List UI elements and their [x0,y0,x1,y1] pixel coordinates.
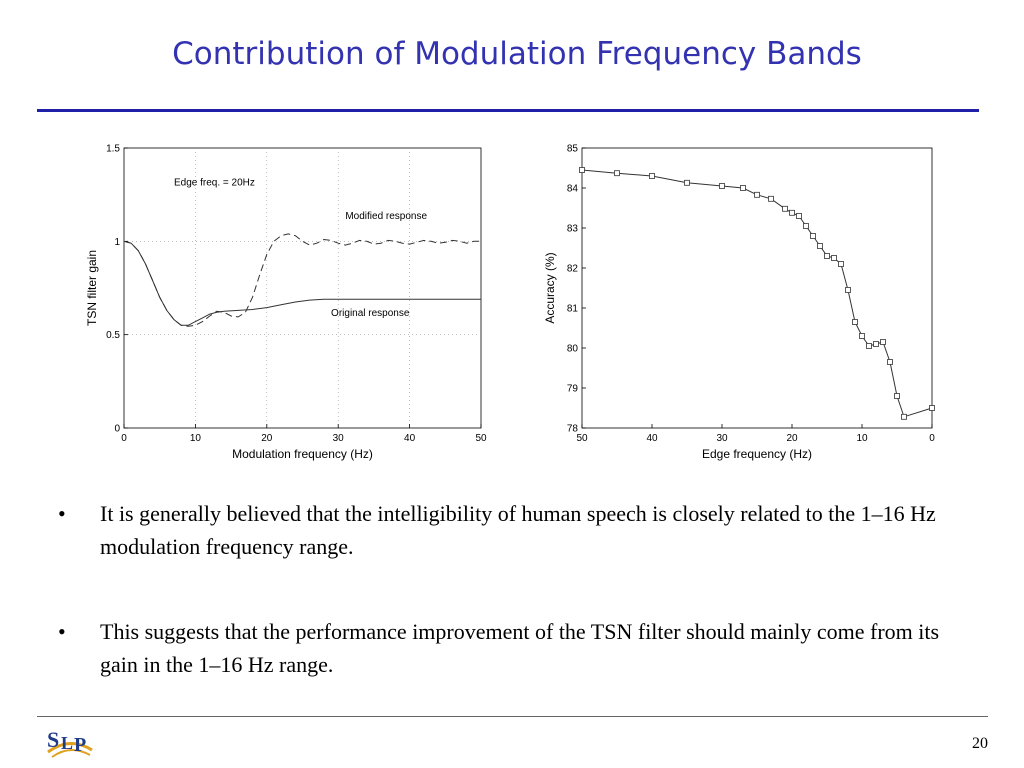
slp-logo: S L P [47,727,93,758]
data-point-marker [929,405,935,411]
x-tick-label: 20 [261,433,273,444]
data-point-marker [824,253,830,259]
y-tick-label: 84 [567,184,579,195]
x-tick-label: 50 [576,433,588,444]
data-point-marker [859,333,865,339]
x-tick-label: 0 [121,433,127,444]
data-point-marker [649,173,655,179]
page-number: 20 [972,735,988,752]
bullet-text: It is generally believed that the intell… [100,501,936,559]
data-point-marker [684,179,690,186]
data-point-marker [831,255,837,261]
original-response-annotation: Original response [331,308,410,319]
x-axis-label: Edge frequency (Hz) [702,447,812,461]
data-point-marker [579,167,585,173]
y-axis-label: TSN filter gain [85,250,99,326]
data-point-marker [880,339,886,345]
y-tick-label: 85 [567,144,579,155]
data-point-marker [614,170,620,177]
data-point-marker [887,359,893,365]
data-point-marker [796,213,802,219]
bullet-item: • It is generally believed that the inte… [56,497,956,563]
data-point-marker [852,319,858,325]
x-tick-label: 20 [786,433,798,444]
modified-response-annotation: Modified response [345,211,427,222]
y-tick-label: 79 [567,384,579,395]
data-point-marker [894,393,900,399]
data-point-marker [789,209,795,216]
bullet-text: This suggests that the performance impro… [100,619,940,677]
y-tick-label: 81 [567,304,579,315]
x-tick-label: 40 [646,433,658,444]
bullet-dot-icon: • [58,501,66,526]
data-point-marker [901,413,907,420]
x-axis-label: Modulation frequency (Hz) [232,447,373,461]
data-point-marker [873,341,879,347]
y-tick-label: 83 [567,224,579,235]
data-point-marker [817,243,823,249]
y-tick-label: 78 [567,424,579,435]
y-tick-label: 82 [567,264,579,275]
y-axis-label: Accuracy (%) [543,252,557,323]
data-point-marker [782,205,788,212]
plot-frame [581,147,933,429]
title-divider [37,109,979,112]
x-tick-label: 10 [190,433,202,444]
data-point-marker [803,223,809,229]
x-tick-label: 30 [333,433,345,444]
tsn-filter-gain-chart: 0 10 20 30 40 50 0 0.5 1 1.5 Modulation frequency … [85,144,487,462]
modified-response-line [123,233,481,327]
svg-text:L: L [61,733,73,753]
y-tick-label: 80 [567,344,579,355]
y-tick-label: 1 [114,237,120,248]
accuracy-vs-edge-frequency-chart: 50 40 30 20 10 0 78 79 80 81 82 83 84 85 Edge frequenc… [543,144,935,462]
data-point-marker [740,185,746,191]
data-point-marker [838,261,844,267]
x-tick-label: 0 [929,433,935,444]
data-point-marker [866,343,872,349]
y-tick-label: 0.5 [106,330,120,341]
x-tick-label: 40 [404,433,416,444]
data-point-marker [719,183,725,189]
data-point-marker [810,233,816,239]
y-tick-label: 0 [114,424,120,435]
y-tick-label: 1.5 [106,144,120,155]
slide-title: Contribution of Modulation Frequency Ban… [172,36,862,72]
bullet-item: • This suggests that the performance imp… [56,615,956,681]
plot-frame [123,147,482,429]
footer-divider [37,716,988,717]
bullet-list: • It is generally believed that the inte… [56,497,956,733]
data-point-marker [754,191,760,198]
x-tick-label: 50 [475,433,487,444]
svg-text:S: S [47,727,59,752]
x-tick-label: 30 [716,433,728,444]
data-point-marker [845,287,851,293]
data-point-marker [768,195,774,202]
svg-text:P: P [74,734,86,756]
bullet-dot-icon: • [58,619,66,644]
edge-frequency-annotation: Edge freq. = 20Hz [174,177,255,188]
x-tick-label: 10 [856,433,868,444]
